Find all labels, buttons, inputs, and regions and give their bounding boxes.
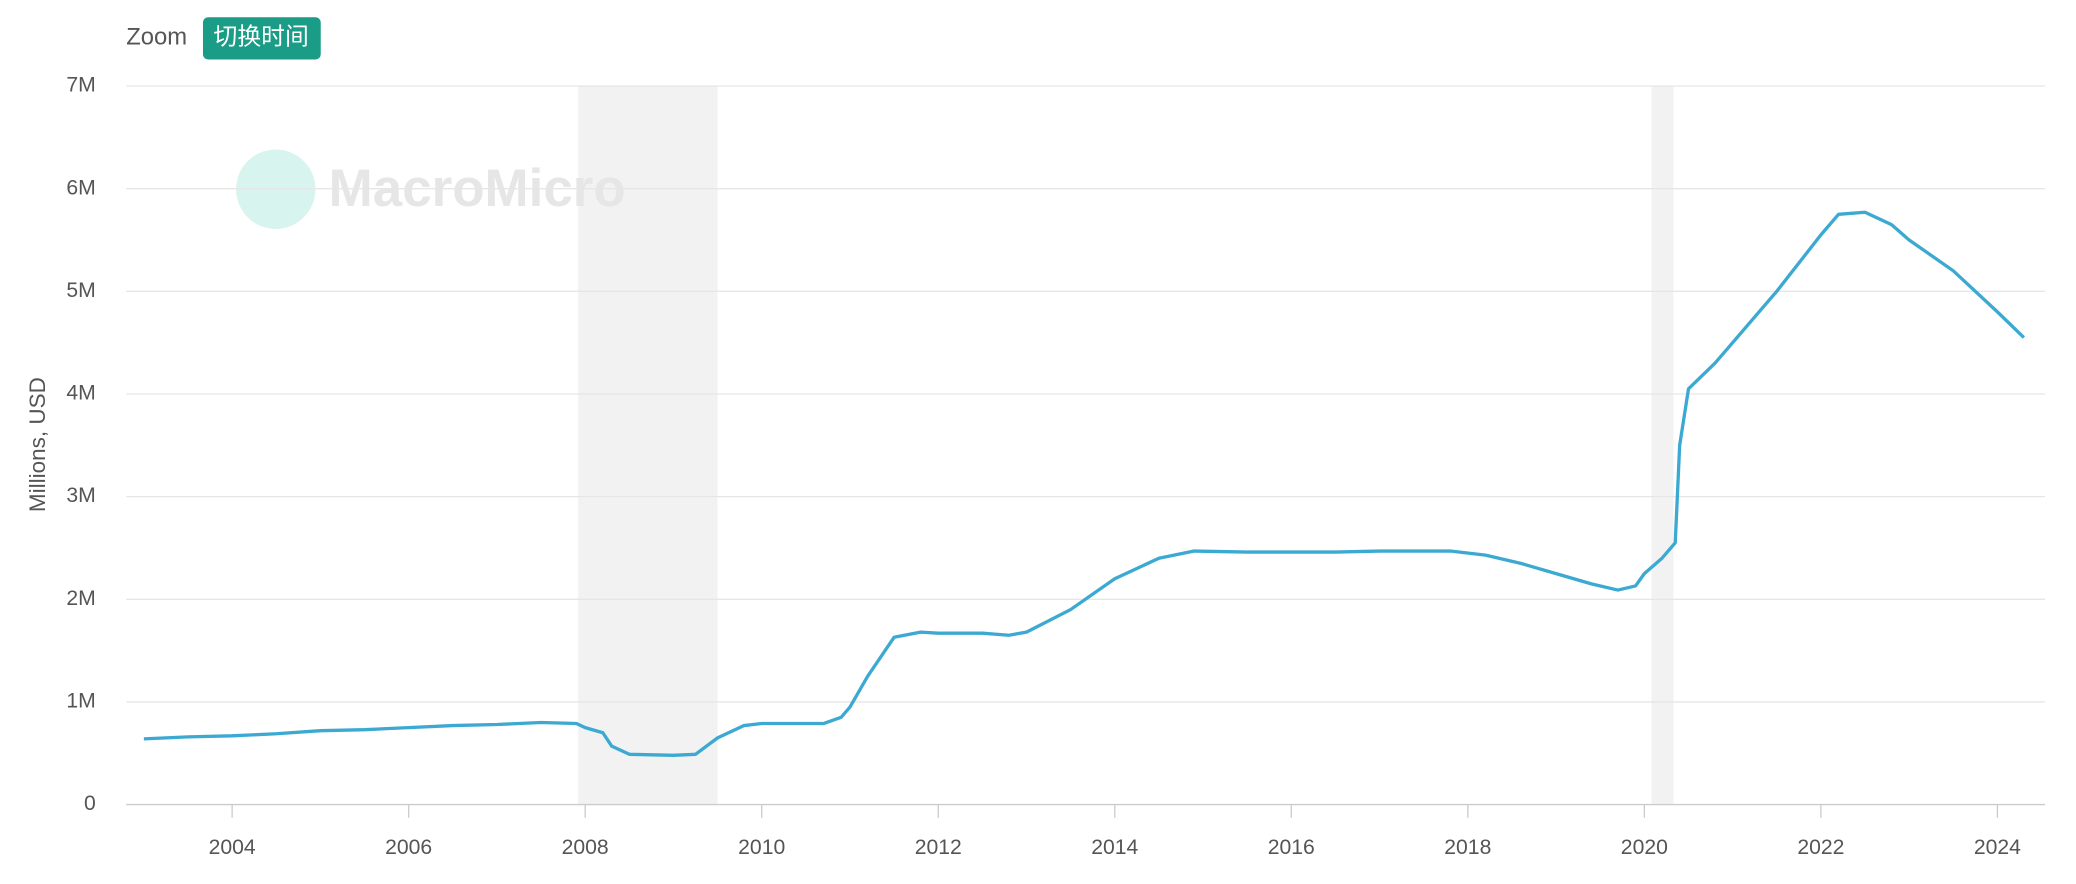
- x-tick-label: 2012: [915, 836, 962, 859]
- x-tick-label: 2016: [1268, 836, 1315, 859]
- y-tick-label: 7M: [66, 74, 95, 97]
- x-tick-label: 2004: [209, 836, 256, 859]
- shaded-range: [1651, 86, 1674, 805]
- x-tick-label: 2024: [1974, 836, 2021, 859]
- x-tick-label: 2008: [562, 836, 609, 859]
- x-tick-label: 2020: [1621, 836, 1668, 859]
- zoom-button-label[interactable]: 切换时间: [214, 24, 309, 51]
- y-axis-label: Millions, USD: [25, 377, 50, 512]
- x-tick-label: 2022: [1797, 836, 1844, 859]
- y-tick-label: 3M: [66, 484, 95, 507]
- x-tick-label: 2010: [738, 836, 785, 859]
- x-tick-label: 2018: [1444, 836, 1491, 859]
- y-tick-label: 0: [84, 792, 96, 815]
- y-tick-label: 6M: [66, 176, 95, 199]
- y-tick-label: 2M: [66, 587, 95, 610]
- shaded-range: [578, 86, 718, 805]
- line: [143, 210, 2026, 757]
- y-tick-label: 4M: [66, 382, 95, 405]
- x-tick-label: 2006: [385, 836, 432, 859]
- y-tick-label: 1M: [66, 690, 95, 713]
- zoom-button[interactable]: [202, 17, 321, 60]
- x-tick-label: 2014: [1091, 836, 1138, 859]
- zoom-label: Zoom: [126, 24, 187, 51]
- y-tick-label: 5M: [66, 279, 95, 302]
